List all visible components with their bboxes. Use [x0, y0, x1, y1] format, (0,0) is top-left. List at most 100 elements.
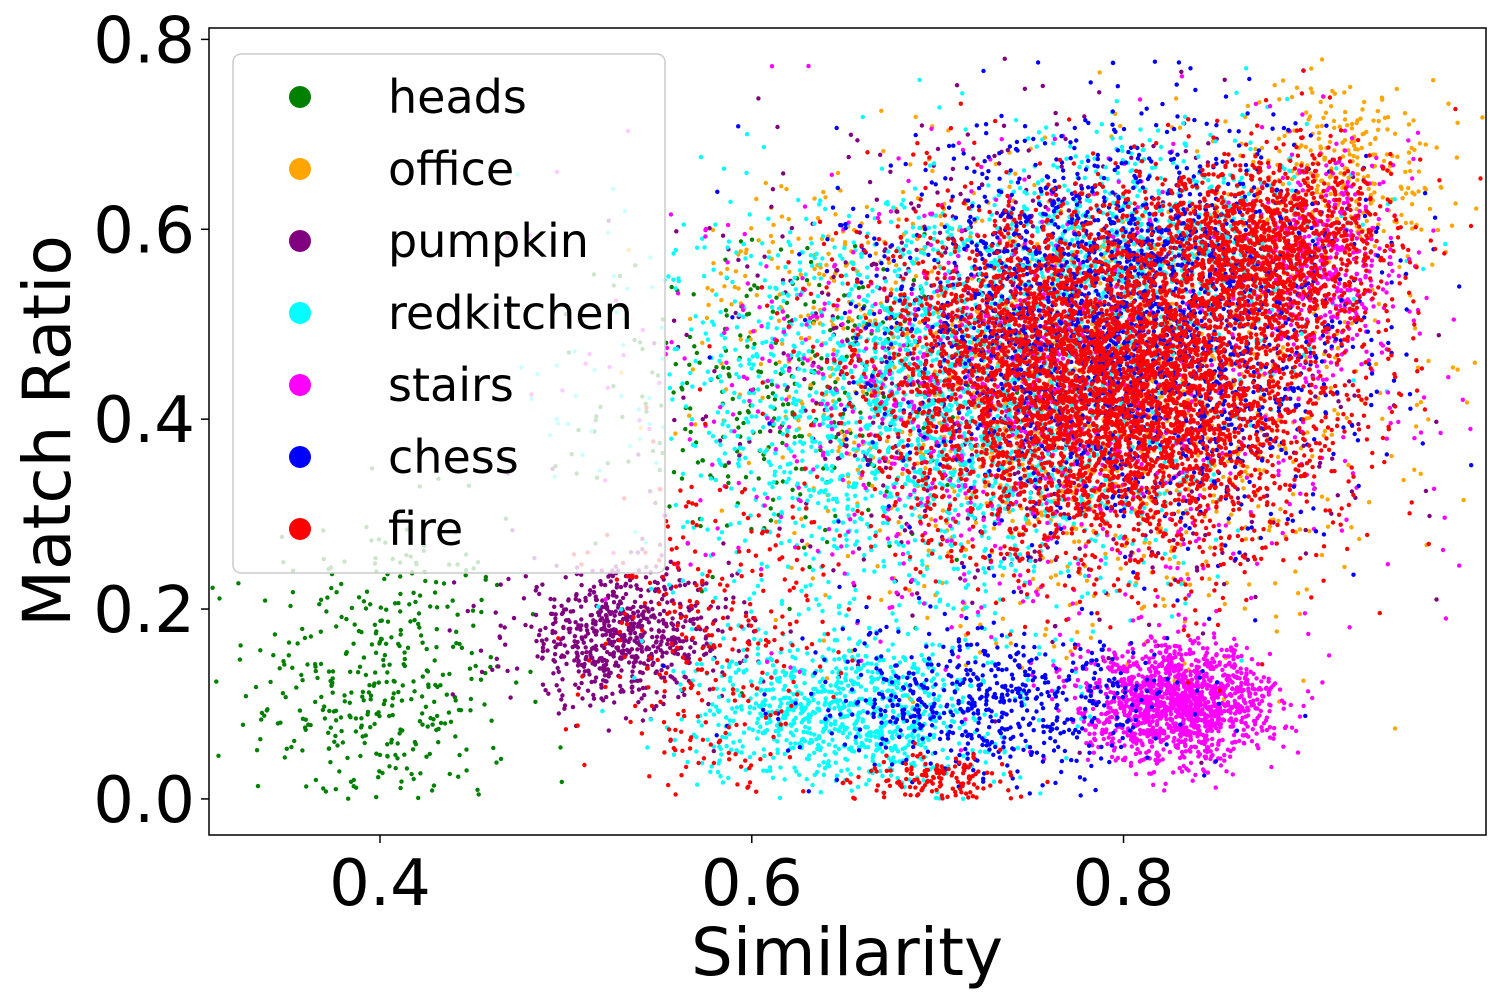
point-heads [749, 237, 755, 242]
point-redkitchen [942, 529, 948, 534]
point-pumpkin [447, 628, 452, 633]
point-heads [819, 356, 824, 361]
point-pumpkin [514, 666, 520, 671]
point-heads [265, 707, 270, 712]
point-office [1359, 145, 1364, 151]
point-pumpkin [609, 628, 614, 633]
point-office [1415, 365, 1421, 370]
point-pumpkin [640, 612, 645, 617]
point-redkitchen [750, 403, 755, 408]
point-pumpkin [578, 627, 583, 632]
point-heads [723, 308, 729, 313]
point-pumpkin [888, 169, 893, 174]
point-pumpkin [1056, 478, 1062, 484]
point-redkitchen [805, 498, 810, 503]
point-heads [454, 641, 459, 646]
point-office [1461, 497, 1466, 503]
point-heads [416, 621, 421, 627]
point-redkitchen [798, 439, 803, 444]
point-heads [734, 416, 740, 422]
point-heads [482, 702, 487, 707]
point-pumpkin [479, 669, 485, 675]
point-office [826, 251, 831, 256]
point-pumpkin [737, 453, 742, 458]
point-pumpkin [1197, 199, 1203, 205]
point-office [1032, 182, 1037, 188]
point-redkitchen [903, 230, 909, 235]
point-heads [837, 397, 842, 402]
point-office [1426, 417, 1431, 422]
point-office [910, 221, 916, 226]
point-office [1007, 184, 1012, 189]
point-redkitchen [931, 161, 937, 166]
point-heads [308, 722, 313, 728]
point-pumpkin [831, 568, 836, 573]
point-heads [417, 625, 422, 630]
point-office [1426, 358, 1431, 364]
point-redkitchen [846, 513, 851, 518]
point-pumpkin [716, 628, 721, 633]
point-heads [395, 756, 400, 761]
point-pumpkin [1053, 110, 1058, 116]
point-heads [389, 635, 394, 640]
point-heads [427, 751, 432, 757]
point-office [1222, 601, 1228, 607]
point-pumpkin [880, 421, 885, 426]
point-pumpkin [493, 610, 498, 615]
point-pumpkin [593, 594, 598, 599]
point-office [1176, 509, 1181, 514]
point-heads [283, 695, 288, 700]
point-redkitchen [896, 335, 901, 340]
point-heads [738, 239, 744, 244]
point-redkitchen [882, 509, 887, 515]
point-office [958, 624, 963, 629]
point-heads [790, 487, 795, 492]
point-pumpkin [695, 616, 700, 621]
point-office [1345, 123, 1350, 128]
point-heads [292, 738, 297, 744]
point-pumpkin [564, 661, 569, 667]
point-redkitchen [797, 268, 803, 273]
point-pumpkin [621, 643, 626, 649]
point-office [1024, 520, 1030, 526]
point-redkitchen [855, 503, 860, 509]
point-heads [353, 729, 359, 734]
point-pumpkin [628, 628, 634, 633]
point-office [1342, 564, 1347, 570]
point-pumpkin [1077, 546, 1082, 551]
point-heads [290, 665, 295, 670]
point-redkitchen [968, 445, 974, 450]
point-pumpkin [559, 697, 564, 702]
point-pumpkin [574, 593, 579, 598]
point-office [845, 553, 851, 559]
point-pumpkin [717, 438, 723, 443]
point-office [798, 314, 803, 319]
point-redkitchen [808, 493, 813, 499]
point-office [798, 336, 804, 341]
point-redkitchen [882, 564, 887, 569]
point-office [825, 508, 831, 514]
point-office [1454, 155, 1460, 160]
point-office [1397, 264, 1402, 270]
point-office [771, 222, 776, 228]
point-heads [456, 774, 461, 779]
point-redkitchen [816, 501, 821, 506]
point-heads [236, 581, 241, 586]
point-pumpkin [589, 638, 594, 643]
point-office [1328, 191, 1333, 197]
point-pumpkin [910, 356, 916, 361]
point-pumpkin [588, 649, 593, 655]
point-heads [921, 425, 926, 431]
point-office [1410, 190, 1415, 195]
point-office [1357, 536, 1362, 542]
point-office [687, 413, 692, 418]
point-office [1204, 559, 1209, 564]
point-heads [467, 666, 473, 671]
point-heads [312, 662, 318, 667]
point-office [1364, 129, 1369, 135]
point-pumpkin [633, 659, 638, 664]
point-office [1276, 518, 1281, 524]
point-office [704, 315, 710, 321]
point-heads [390, 712, 395, 718]
